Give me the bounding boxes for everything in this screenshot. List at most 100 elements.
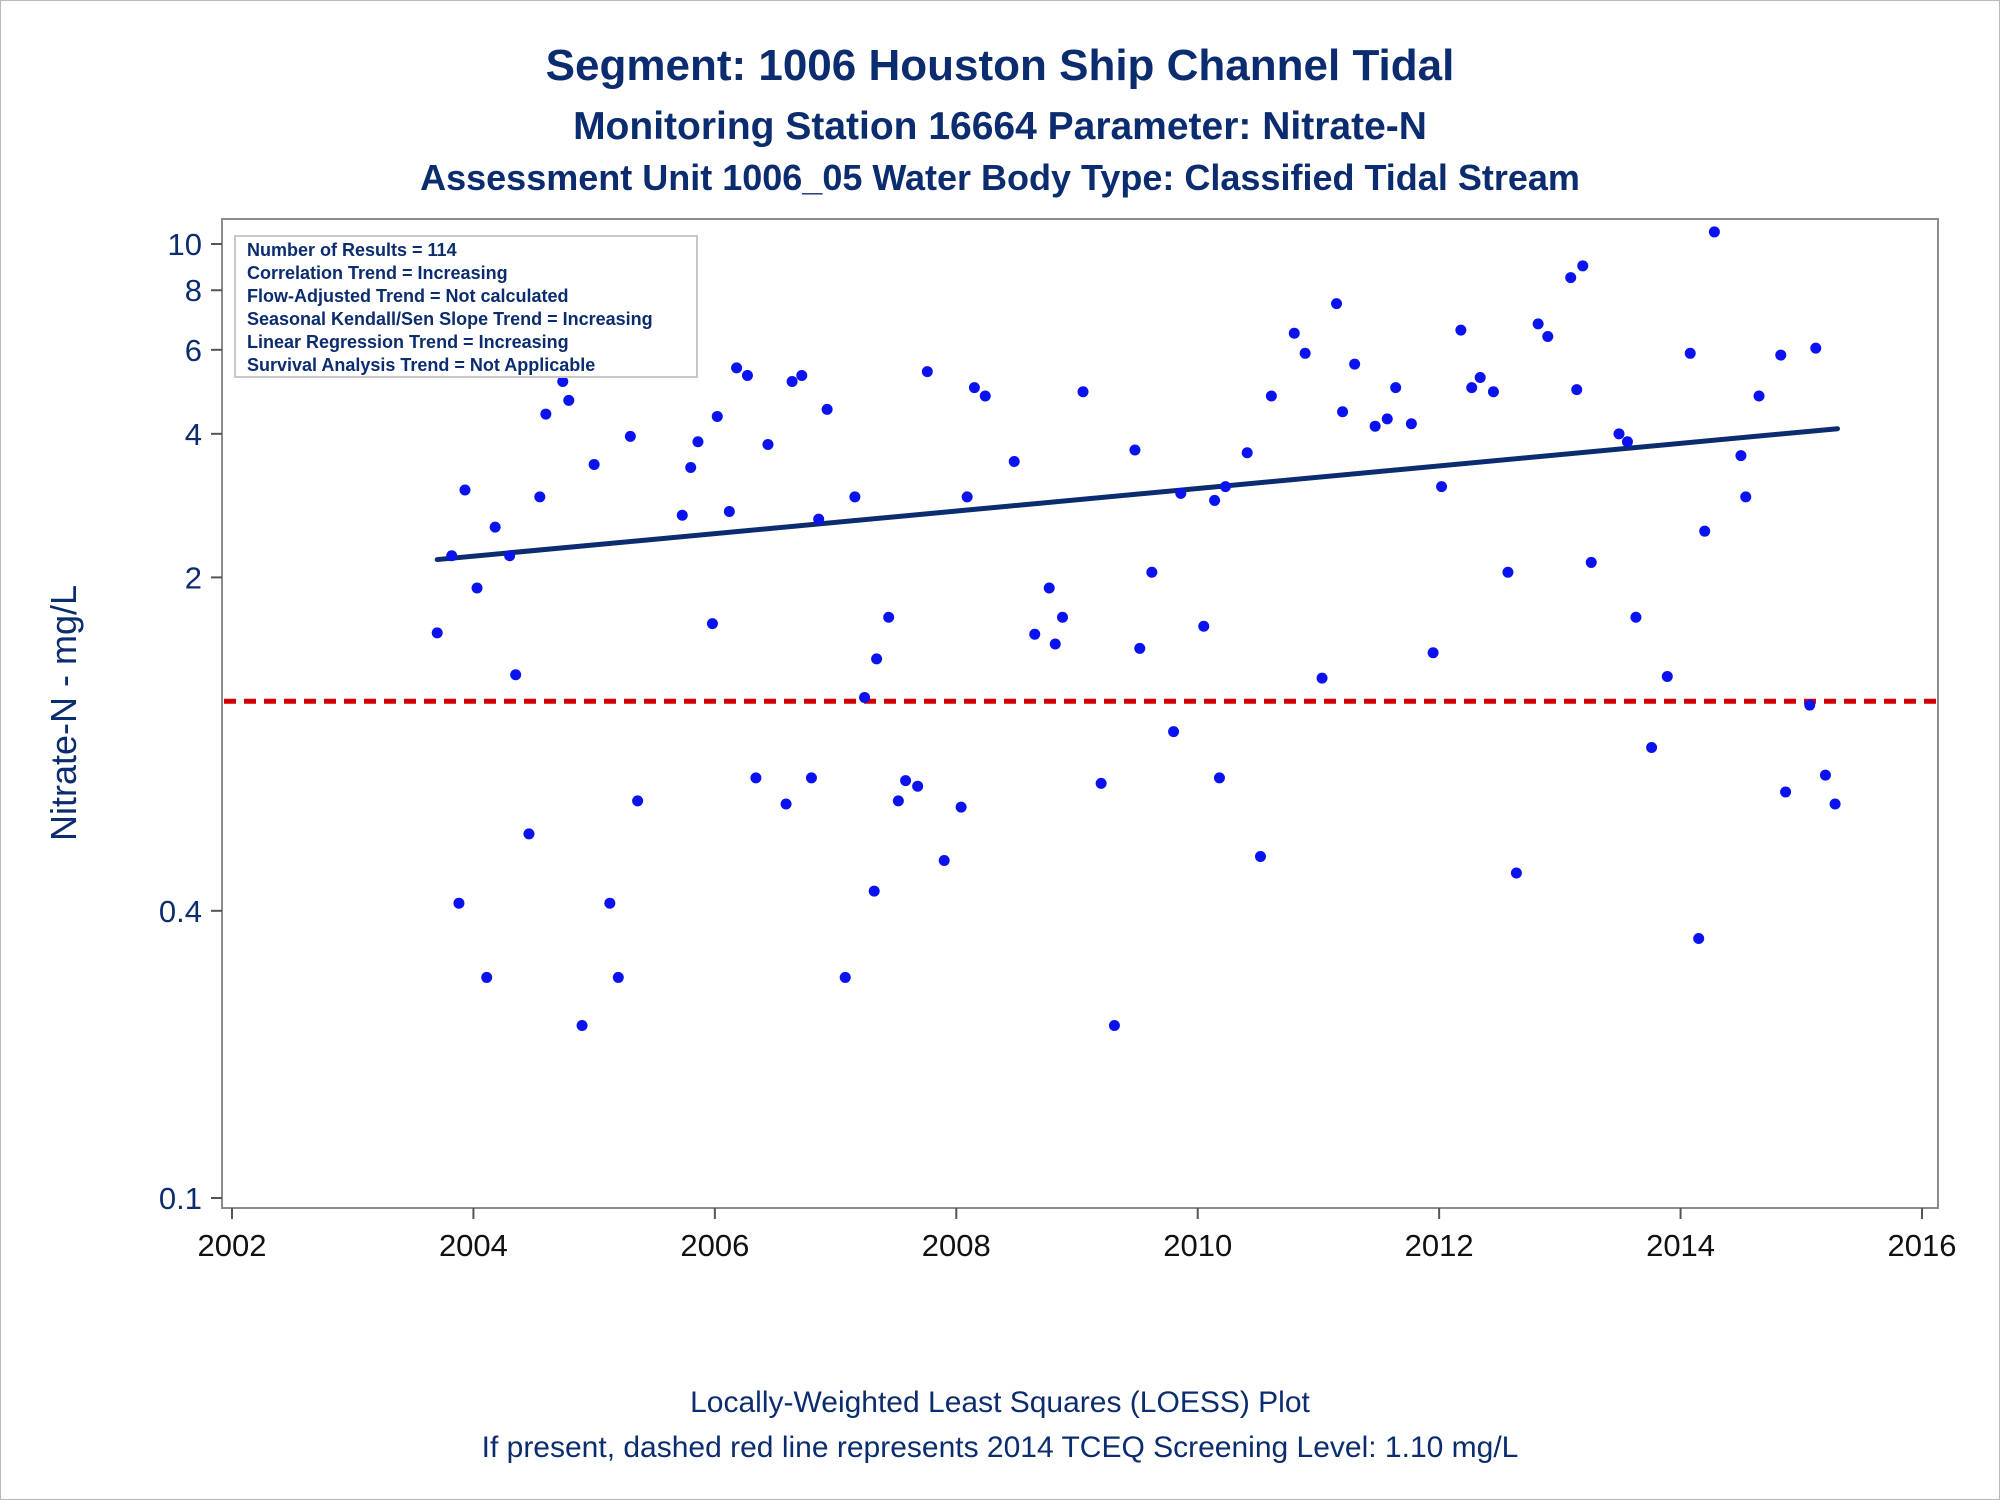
data-point	[750, 772, 762, 784]
data-point	[955, 801, 967, 813]
data-points	[431, 226, 1841, 1031]
data-point	[1693, 932, 1705, 944]
data-point	[1708, 226, 1720, 238]
y-tick-label: 2	[185, 560, 202, 595]
data-point	[868, 885, 880, 897]
data-point	[1571, 384, 1583, 396]
data-point	[1331, 298, 1343, 310]
data-point	[1735, 450, 1747, 462]
data-point	[1219, 481, 1231, 493]
data-point	[1175, 487, 1187, 499]
data-point	[1213, 772, 1225, 784]
data-point	[632, 795, 644, 807]
data-point	[1043, 582, 1055, 594]
data-point	[563, 394, 575, 406]
data-point	[938, 854, 950, 866]
data-point	[1621, 436, 1633, 448]
data-point	[1810, 342, 1822, 354]
footnote-screening-level: If present, dashed red line represents 2…	[482, 1431, 1519, 1464]
data-point	[1699, 525, 1711, 537]
x-tick-label: 2008	[922, 1228, 991, 1263]
data-point	[706, 618, 718, 630]
data-point	[604, 897, 616, 909]
data-point	[1775, 349, 1787, 361]
chart-subtitle-2: Assessment Unit 1006_05 Water Body Type:…	[420, 157, 1580, 198]
data-point	[1337, 406, 1349, 418]
data-point	[1455, 324, 1467, 336]
legend-box: Number of Results = 114 Correlation Trend…	[234, 235, 698, 378]
data-point	[883, 611, 895, 623]
data-point	[1108, 1019, 1120, 1031]
data-point	[685, 461, 697, 473]
data-point	[979, 390, 991, 402]
x-tick-label: 2002	[198, 1228, 267, 1263]
y-tick-label: 10	[168, 227, 202, 262]
data-point	[1029, 628, 1041, 640]
data-point	[1265, 390, 1277, 402]
data-point	[786, 375, 798, 387]
x-tick-label: 2006	[680, 1228, 749, 1263]
data-point	[859, 692, 871, 704]
data-point	[1008, 455, 1020, 467]
data-point	[676, 509, 688, 521]
data-point	[1349, 358, 1361, 370]
loess-trend-line	[434, 426, 1840, 563]
data-point	[1381, 413, 1393, 425]
y-tick-label: 8	[185, 273, 202, 308]
data-point	[762, 438, 774, 450]
data-point	[821, 403, 833, 415]
data-point	[780, 798, 792, 810]
data-point	[1577, 260, 1589, 272]
x-tick-label: 2014	[1646, 1228, 1715, 1263]
x-tick-label: 2004	[439, 1228, 508, 1263]
data-point	[1049, 638, 1061, 650]
data-point	[1630, 611, 1642, 623]
data-point	[968, 382, 980, 394]
data-point	[741, 370, 753, 382]
data-point	[576, 1019, 588, 1031]
data-point	[1077, 386, 1089, 398]
data-point	[912, 780, 924, 792]
footnote-plot-type: Locally-Weighted Least Squares (LOESS) P…	[690, 1386, 1310, 1419]
data-point	[489, 521, 501, 533]
y-axis: 0.1 0.4 2 4 6 8 10	[159, 227, 222, 1216]
data-point	[1095, 777, 1107, 789]
data-point	[1129, 444, 1141, 456]
legend-line: Survival Analysis Trend = Not Applicable	[247, 355, 595, 375]
data-point	[1466, 382, 1478, 394]
data-point	[1613, 428, 1625, 440]
data-point	[1427, 647, 1439, 659]
data-point	[892, 795, 904, 807]
y-tick-label: 4	[185, 417, 202, 452]
data-point	[1198, 620, 1210, 632]
data-point	[1209, 494, 1221, 506]
data-point	[849, 491, 861, 503]
data-point	[839, 971, 851, 983]
data-point	[1684, 347, 1696, 359]
chart-subtitle: Monitoring Station 16664 Parameter: Nitr…	[573, 105, 1427, 148]
data-point	[1241, 447, 1253, 459]
x-axis: 2002 2004 2006 2008 2010 2012 2014 2016	[198, 1208, 1956, 1263]
data-point	[1740, 491, 1752, 503]
legend-background	[234, 235, 698, 378]
data-point	[1057, 611, 1069, 623]
data-point	[1532, 318, 1544, 330]
data-point	[1661, 670, 1673, 682]
data-point	[1405, 418, 1417, 430]
data-point	[1804, 699, 1816, 711]
data-point	[1369, 420, 1381, 432]
data-point	[481, 971, 493, 983]
data-point	[711, 410, 723, 422]
y-tick-label: 0.1	[159, 1181, 202, 1216]
data-point	[1585, 556, 1597, 568]
data-point	[1780, 786, 1792, 798]
data-point	[510, 669, 522, 681]
data-point	[1390, 382, 1402, 394]
legend-line: Seasonal Kendall/Sen Slope Trend = Incre…	[247, 309, 653, 329]
data-point	[921, 366, 933, 378]
data-point	[1502, 566, 1514, 578]
legend-line: Linear Regression Trend = Increasing	[247, 332, 569, 352]
data-point	[1819, 769, 1831, 781]
trend-layer	[434, 426, 1840, 563]
data-point	[612, 971, 624, 983]
